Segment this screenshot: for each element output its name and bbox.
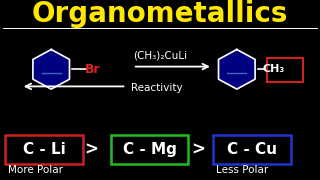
- Text: Reactivity: Reactivity: [131, 83, 183, 93]
- Text: More Polar: More Polar: [8, 165, 63, 175]
- Text: C - Cu: C - Cu: [227, 142, 277, 157]
- FancyBboxPatch shape: [111, 135, 188, 164]
- FancyBboxPatch shape: [267, 58, 303, 82]
- Text: C - Li: C - Li: [23, 142, 65, 157]
- FancyBboxPatch shape: [213, 135, 291, 164]
- Text: >: >: [191, 140, 205, 158]
- Polygon shape: [33, 50, 69, 89]
- Polygon shape: [219, 50, 255, 89]
- Text: Organometallics: Organometallics: [32, 0, 288, 28]
- Text: (CH₃)₂CuLi: (CH₃)₂CuLi: [133, 51, 187, 61]
- Text: C - Mg: C - Mg: [123, 142, 177, 157]
- FancyBboxPatch shape: [5, 135, 83, 164]
- Text: Less Polar: Less Polar: [216, 165, 268, 175]
- Text: CH₃: CH₃: [262, 64, 285, 74]
- Text: >: >: [84, 140, 98, 158]
- Text: Br: Br: [85, 63, 100, 76]
